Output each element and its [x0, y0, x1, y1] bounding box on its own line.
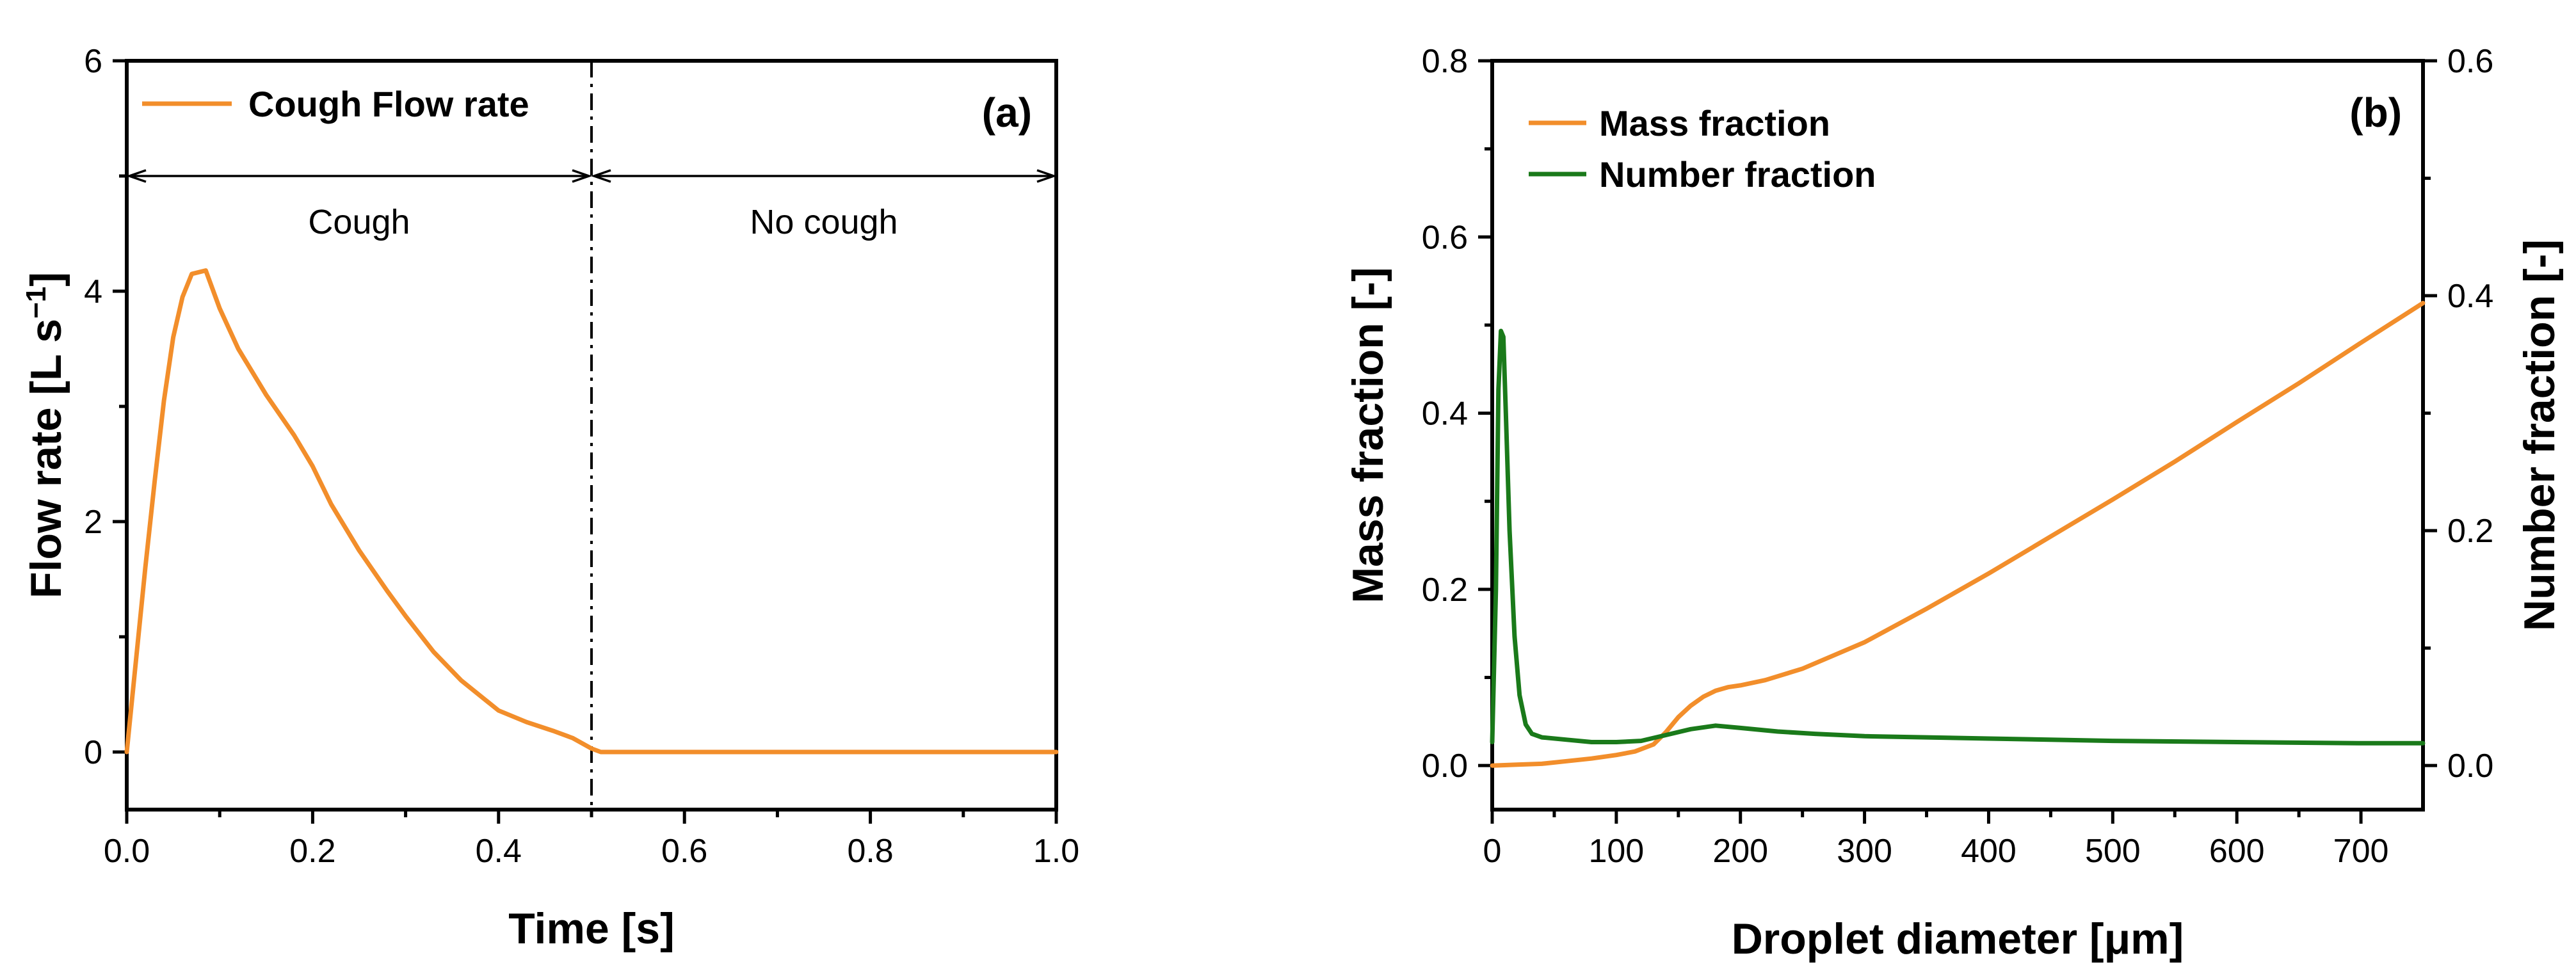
panel-a-series-group — [124, 268, 1059, 755]
panel-a-cough-arrow-head-right — [572, 169, 593, 183]
panel-b-legend-label-number-fraction: Number fraction — [1599, 154, 1876, 195]
panel-a-y-tick-label: 0 — [84, 734, 102, 771]
panel-b-x-tick-label: 500 — [2085, 833, 2141, 870]
panel-b-x-tick-label: 600 — [2209, 833, 2265, 870]
panel-b-left-y-axis-title: Mass fraction [-] — [1344, 267, 1392, 603]
panel-b-legend-label-mass-fraction: Mass fraction — [1599, 103, 1830, 143]
panel-b-x-tick-label: 700 — [2333, 833, 2389, 870]
panel-b-series-mass-fraction-line — [1490, 301, 2426, 768]
panel-b-right-y-tick-label: 0.2 — [2447, 513, 2493, 550]
panel-a-no-cough-arrow-head-right — [1036, 169, 1058, 183]
panel-a-y-axis-title: Flow rate [L s−1] — [20, 272, 71, 598]
panel-a-y-axis-title-superscript: −1 — [20, 287, 52, 319]
panel-a-label: (a) — [982, 90, 1032, 136]
panel-b-x-tick-label: 400 — [1961, 833, 2017, 870]
panel-b-x-tick-label: 0 — [1483, 833, 1502, 870]
panel-b-x-tick-label: 100 — [1588, 833, 1644, 870]
panel-b-left-y-tick-label: 0.4 — [1422, 396, 1468, 433]
panel-b-label: (b) — [2349, 90, 2402, 136]
panel-a-y-tick-label: 4 — [84, 273, 102, 310]
panel-a-ticks: 0.0 0.2 0.4 0.6 0.8 1.0 0 2 4 6 — [84, 43, 1079, 870]
panel-b-left-y-tick-label: 0.2 — [1422, 572, 1468, 609]
panel-b-x-tick-label: 300 — [1837, 833, 1892, 870]
panel-b-x-tick-label: 200 — [1712, 833, 1768, 870]
panel-a-cough-arrow-head-left — [125, 169, 147, 183]
panel-b-series-group — [1490, 301, 2426, 768]
panel-a-x-tick-label: 0.8 — [847, 833, 893, 870]
panel-a-x-axis-title: Time [s] — [508, 904, 674, 953]
panel-b-right-y-axis-title: Number fraction [-] — [2515, 239, 2564, 631]
panel-b-right-y-tick-label: 0.4 — [2447, 278, 2493, 315]
panel-b-left-y-tick-label: 0.0 — [1422, 748, 1468, 785]
panel-a-no-cough-arrow-head-left — [590, 169, 611, 183]
panel-b-ticks: 0 100 200 300 400 500 600 700 0.0 0.2 0.4 0.6 0.8 0.0… — [1422, 43, 2494, 870]
panel-b-right-y-tick-label: 0.0 — [2447, 748, 2493, 785]
panel-b-series-number-fraction-line — [1490, 328, 2426, 746]
panel-b-plot-frame — [1490, 59, 2425, 812]
panel-a-series-cough-flow-line — [124, 268, 1059, 755]
panel-b-legend: Mass fraction Number fraction — [1529, 103, 1876, 195]
panel-b-right-y-tick-label: 0.6 — [2447, 43, 2493, 80]
panel-a-x-tick-label: 1.0 — [1033, 833, 1079, 870]
panel-a-legend: Cough Flow rate — [142, 84, 529, 124]
panel-a-legend-label-cough-flow: Cough Flow rate — [248, 84, 529, 124]
panel-a-cough-label: Cough — [308, 203, 410, 241]
panel-a-y-tick-label: 6 — [84, 43, 102, 80]
panel-a-y-axis-title-suffix: ] — [22, 272, 70, 287]
panel-a-y-tick-label: 2 — [84, 504, 102, 541]
panel-a-x-tick-label: 0.4 — [476, 833, 522, 870]
panel-a-x-tick-label: 0.0 — [104, 833, 150, 870]
panel-a-x-tick-label: 0.6 — [661, 833, 707, 870]
panel-a-x-tick-label: 0.2 — [289, 833, 335, 870]
panel-a-y-axis-title-main: Flow rate [L s — [22, 319, 70, 598]
panel-b-left-y-tick-label: 0.8 — [1422, 43, 1468, 80]
panel-b-left-y-tick-label: 0.6 — [1422, 219, 1468, 256]
panel-a-flow-rate-chart: 0.0 0.2 0.4 0.6 0.8 1.0 0 2 4 6 Cough No cough Co… — [20, 43, 1080, 953]
panel-b-x-axis-title: Droplet diameter [μm] — [1732, 915, 2184, 963]
panel-a-no-cough-label: No cough — [750, 203, 898, 241]
panel-b-droplet-fraction-chart: 0 100 200 300 400 500 600 700 0.0 0.2 0.4 0.6 0.8 0.0… — [1344, 43, 2564, 963]
panel-a-phase-arrows — [125, 169, 1058, 183]
